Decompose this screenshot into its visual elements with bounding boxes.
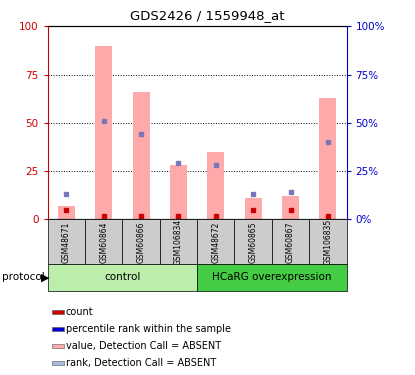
Bar <box>197 219 234 264</box>
Bar <box>282 196 299 219</box>
Bar <box>58 206 75 219</box>
Text: rank, Detection Call = ABSENT: rank, Detection Call = ABSENT <box>66 358 216 368</box>
Bar <box>48 219 85 264</box>
Bar <box>160 219 197 264</box>
Bar <box>309 219 347 264</box>
Bar <box>122 219 160 264</box>
Bar <box>245 198 261 219</box>
Text: GSM106835: GSM106835 <box>323 219 332 265</box>
Bar <box>52 327 63 331</box>
Text: ▶: ▶ <box>41 273 49 282</box>
Bar <box>52 362 63 365</box>
Text: GSM106834: GSM106834 <box>174 219 183 265</box>
Text: GSM60867: GSM60867 <box>286 221 295 262</box>
Bar <box>48 264 197 291</box>
Text: GSM60865: GSM60865 <box>249 221 258 262</box>
Text: count: count <box>66 307 93 316</box>
Bar <box>208 152 224 219</box>
Text: value, Detection Call = ABSENT: value, Detection Call = ABSENT <box>66 341 221 351</box>
Text: percentile rank within the sample: percentile rank within the sample <box>66 324 230 334</box>
Bar <box>52 310 63 314</box>
Bar <box>95 46 112 219</box>
Text: GSM60864: GSM60864 <box>99 221 108 262</box>
Bar <box>197 264 347 291</box>
Bar <box>170 165 187 219</box>
Text: control: control <box>104 273 141 282</box>
Bar <box>320 98 336 219</box>
Text: HCaRG overexpression: HCaRG overexpression <box>212 273 332 282</box>
Text: GSM48672: GSM48672 <box>211 221 220 262</box>
Text: protocol: protocol <box>2 273 45 282</box>
Text: GSM60866: GSM60866 <box>137 221 146 262</box>
Text: GSM48671: GSM48671 <box>62 221 71 262</box>
Bar <box>272 219 309 264</box>
Bar <box>234 219 272 264</box>
Bar <box>85 219 122 264</box>
Text: GDS2426 / 1559948_at: GDS2426 / 1559948_at <box>130 9 285 22</box>
Bar <box>52 344 63 348</box>
Bar <box>133 92 149 219</box>
